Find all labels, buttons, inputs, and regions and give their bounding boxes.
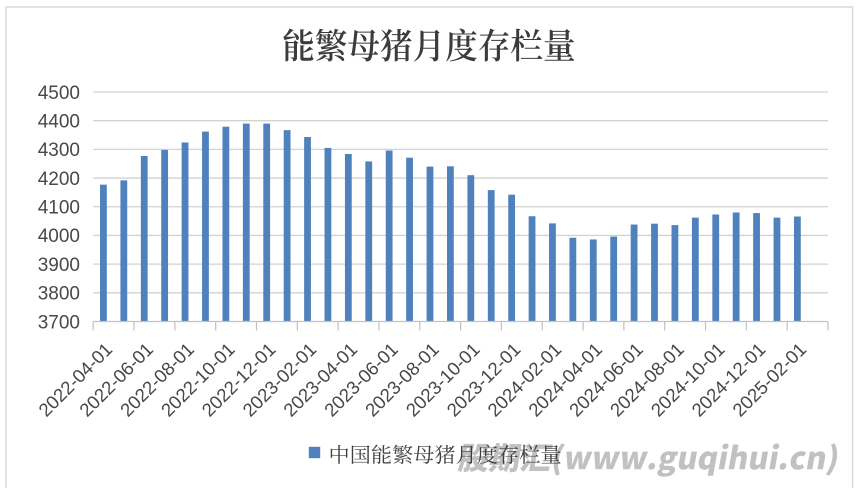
svg-text:3700: 3700 [38,312,80,333]
svg-text:4400: 4400 [38,111,80,132]
svg-text:4500: 4500 [38,83,80,104]
svg-text:4000: 4000 [38,226,80,247]
svg-text:3800: 3800 [38,284,80,305]
svg-text:4300: 4300 [38,140,80,161]
svg-text:3900: 3900 [38,255,80,276]
svg-text:4100: 4100 [38,198,80,219]
svg-text:4200: 4200 [38,169,80,190]
